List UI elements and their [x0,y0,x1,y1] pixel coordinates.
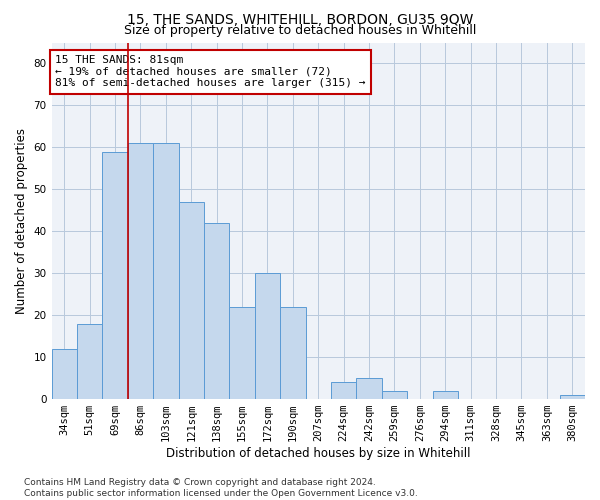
Text: Size of property relative to detached houses in Whitehill: Size of property relative to detached ho… [124,24,476,37]
X-axis label: Distribution of detached houses by size in Whitehill: Distribution of detached houses by size … [166,447,470,460]
Bar [433,390,458,399]
Bar [229,307,255,399]
Bar [382,390,407,399]
Text: Contains HM Land Registry data © Crown copyright and database right 2024.
Contai: Contains HM Land Registry data © Crown c… [24,478,418,498]
Bar [331,382,356,399]
Y-axis label: Number of detached properties: Number of detached properties [15,128,28,314]
Bar [179,202,204,399]
Bar [356,378,382,399]
Text: 15 THE SANDS: 81sqm
← 19% of detached houses are smaller (72)
81% of semi-detach: 15 THE SANDS: 81sqm ← 19% of detached ho… [55,55,366,88]
Bar [255,273,280,399]
Bar [204,223,229,399]
Bar [128,143,153,399]
Bar [280,307,305,399]
Bar [153,143,179,399]
Text: 15, THE SANDS, WHITEHILL, BORDON, GU35 9QW: 15, THE SANDS, WHITEHILL, BORDON, GU35 9… [127,12,473,26]
Bar [77,324,103,399]
Bar [52,348,77,399]
Bar [560,395,585,399]
Bar [103,152,128,399]
